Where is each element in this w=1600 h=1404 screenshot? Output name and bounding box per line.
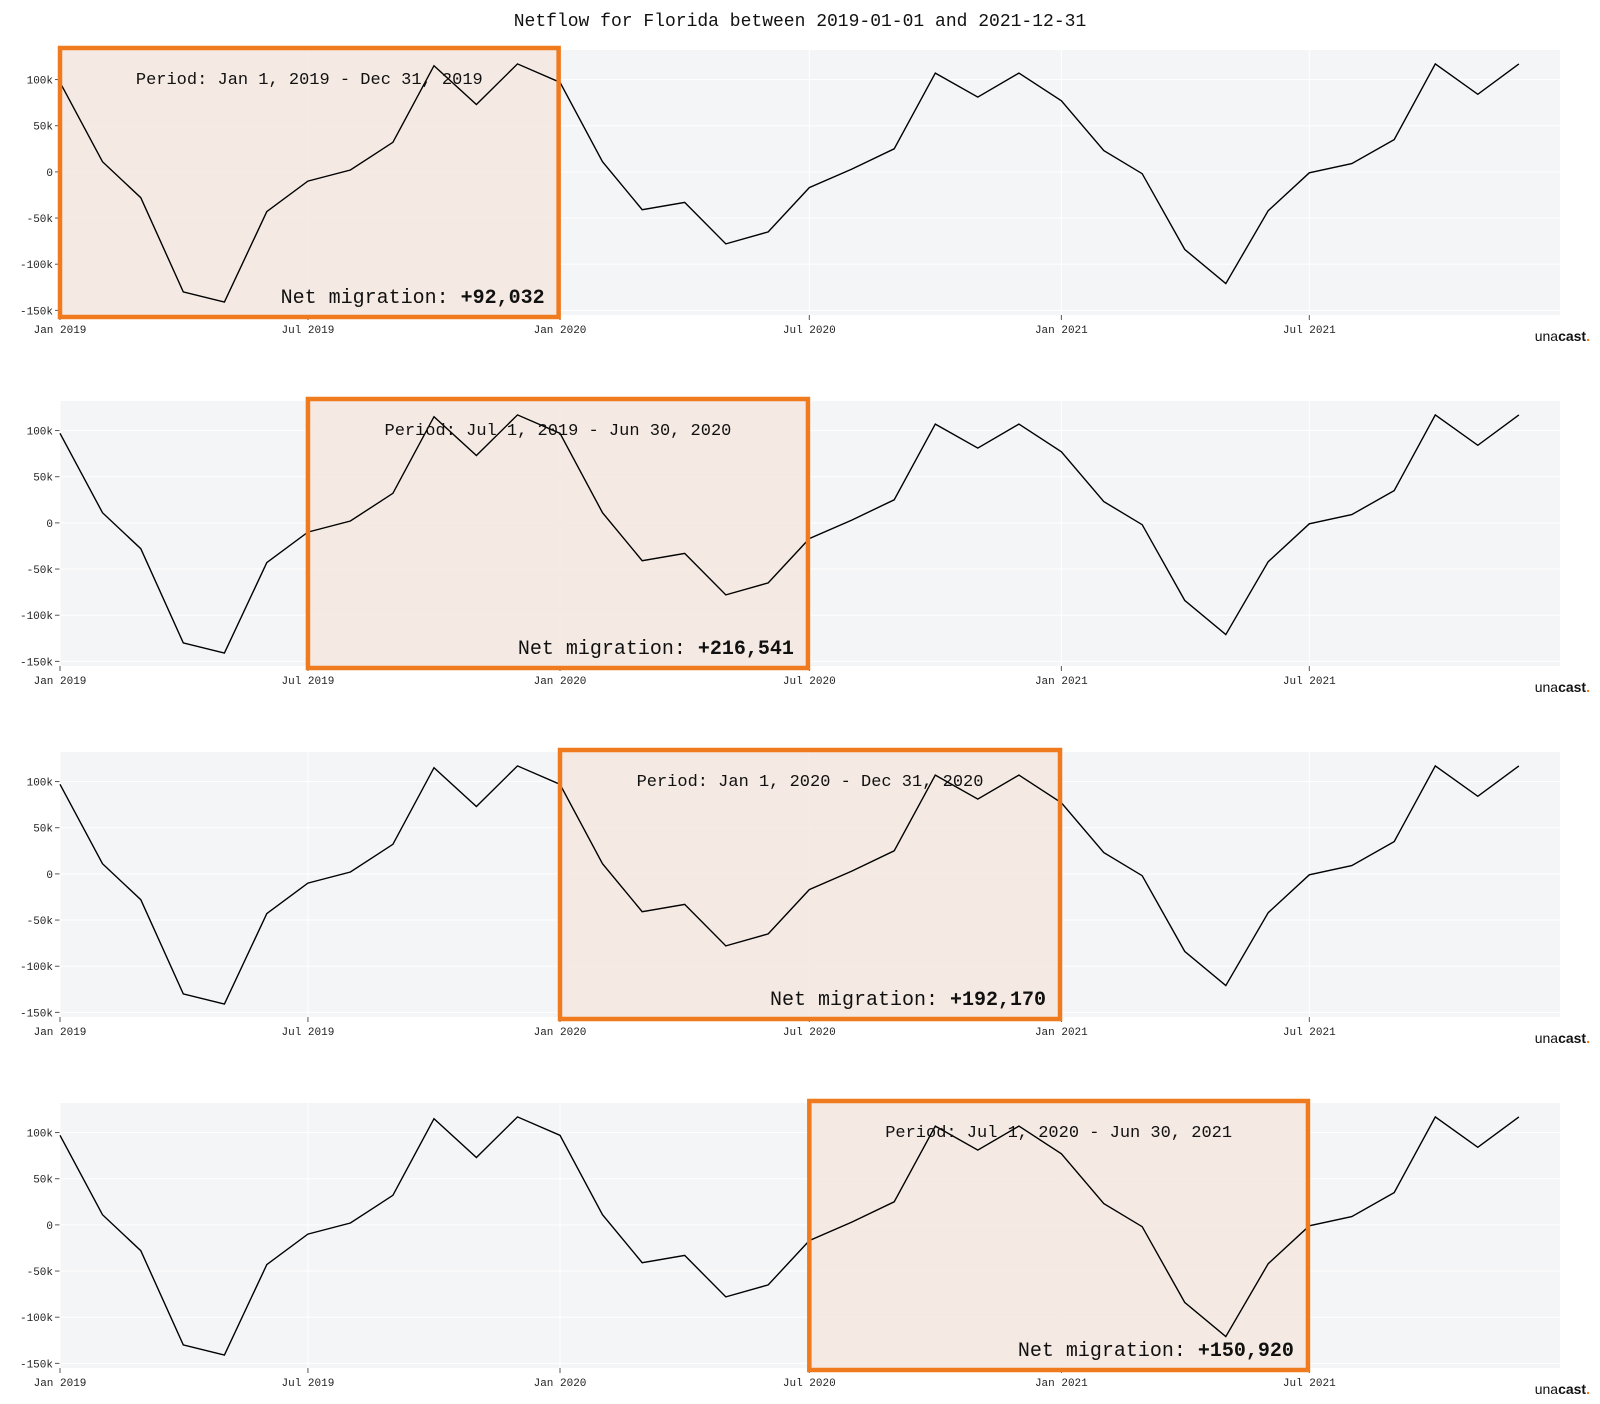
x-tick-label: Jan 2021: [1035, 325, 1088, 337]
y-tick-label: -150k: [20, 1008, 53, 1020]
x-tick-label: Jul 2020: [783, 325, 836, 337]
x-tick-label: Jul 2020: [783, 1378, 836, 1390]
net-migration-value: +150,920: [1198, 1340, 1294, 1363]
y-tick-label: 100k: [27, 76, 54, 88]
y-tick-label: -50k: [27, 1267, 54, 1279]
x-tick-label: Jan 2021: [1035, 1027, 1088, 1039]
logo-dot: .: [1586, 1381, 1590, 1397]
chart-panel-1: 100k 50k 0 -50k -100k -150k Jan 2019 Jul 2019 Ja…: [20, 45, 1590, 344]
unacast-logo: unacast.: [1535, 328, 1590, 344]
logo-text-bold: cast: [1558, 1030, 1586, 1046]
highlight-border: [305, 396, 811, 671]
logo-text-main: una: [1535, 1030, 1559, 1046]
net-migration-label: Net migration: +92,032: [281, 287, 545, 310]
x-tick-label: Jul 2019: [282, 1027, 335, 1039]
x-tick-label: Jan 2019: [34, 325, 87, 337]
x-tick-label: Jul 2019: [282, 676, 335, 688]
x-tick-label: Jan 2019: [34, 1378, 87, 1390]
net-migration-value: +192,170: [950, 989, 1046, 1012]
x-tick-label: Jan 2021: [1035, 1378, 1088, 1390]
logo-dot: .: [1586, 328, 1590, 344]
chart-panel-3: 100k 50k 0 -50k -100k -150k Jan 2019 Jul 2019 Ja…: [20, 747, 1590, 1046]
y-tick-label: -100k: [20, 260, 53, 272]
y-tick-label: -100k: [20, 1313, 53, 1325]
x-tick-label: Jul 2021: [1283, 676, 1336, 688]
x-tick-label: Jul 2019: [282, 325, 335, 337]
highlight-region: [307, 399, 808, 668]
netflow-series-line: [59, 764, 1520, 1005]
net-migration-label: Net migration: +192,170: [770, 989, 1046, 1012]
net-migration-value: +92,032: [461, 287, 545, 310]
y-tick-label: 50k: [33, 1175, 53, 1187]
y-tick-label: 0: [46, 168, 53, 180]
x-tick-label: Jul 2021: [1283, 1027, 1336, 1039]
x-tick-label: Jan 2019: [34, 1027, 87, 1039]
y-tick-label: 0: [46, 1221, 53, 1233]
period-label: Period: Jul 1, 2019 - Jun 30, 2020: [385, 422, 732, 441]
period-label: Period: Jan 1, 2019 - Dec 31, 2019: [136, 71, 483, 90]
net-migration-label: Net migration: +150,920: [1018, 1340, 1294, 1363]
unacast-logo: unacast.: [1535, 1381, 1590, 1397]
y-tick-label: 50k: [33, 824, 53, 836]
logo-text-bold: cast: [1558, 328, 1586, 344]
x-tick-label: Jan 2021: [1035, 676, 1088, 688]
unacast-logo: unacast.: [1535, 1030, 1590, 1046]
highlight-border: [807, 1098, 1311, 1373]
net-migration-label: Net migration: +216,541: [518, 638, 794, 661]
y-tick-label: -150k: [20, 1359, 53, 1371]
highlight-border: [57, 45, 561, 320]
x-tick-label: Jan 2019: [34, 676, 87, 688]
figure-title: Netflow for Florida between 2019-01-01 a…: [514, 12, 1087, 32]
y-tick-label: 100k: [27, 1129, 54, 1141]
logo-text-main: una: [1535, 1381, 1559, 1397]
y-tick-label: -50k: [27, 916, 54, 928]
period-label: Period: Jul 1, 2020 - Jun 30, 2021: [885, 1124, 1232, 1143]
y-tick-label: -100k: [20, 962, 53, 974]
net-migration-prefix: Net migration:: [770, 989, 950, 1012]
net-migration-prefix: Net migration:: [518, 638, 698, 661]
y-tick-label: -150k: [20, 657, 53, 669]
y-tick-label: -150k: [20, 306, 53, 318]
y-tick-label: -50k: [27, 214, 54, 226]
netflow-series-line: [59, 413, 1520, 654]
net-migration-prefix: Net migration:: [1018, 1340, 1198, 1363]
highlight-region: [809, 1101, 1308, 1370]
chart-panel-4: 100k 50k 0 -50k -100k -150k Jan 2019 Jul 2019 Ja…: [20, 1098, 1590, 1397]
x-tick-label: Jul 2019: [282, 1378, 335, 1390]
logo-text-bold: cast: [1558, 679, 1586, 695]
x-tick-label: Jul 2021: [1283, 325, 1336, 337]
x-tick-label: Jan 2020: [534, 1027, 587, 1039]
y-tick-label: 100k: [27, 427, 54, 439]
y-tick-label: -100k: [20, 611, 53, 623]
net-migration-value: +216,541: [698, 638, 794, 661]
logo-text-bold: cast: [1558, 1381, 1586, 1397]
net-migration-prefix: Net migration:: [281, 287, 461, 310]
y-tick-label: 50k: [33, 473, 53, 485]
x-tick-label: Jul 2021: [1283, 1378, 1336, 1390]
y-tick-label: 50k: [33, 122, 53, 134]
logo-text-main: una: [1535, 679, 1559, 695]
y-tick-label: -50k: [27, 565, 54, 577]
highlight-region: [560, 750, 1060, 1019]
logo-dot: .: [1586, 679, 1590, 695]
netflow-series-line: [59, 1115, 1520, 1356]
x-tick-label: Jul 2020: [783, 676, 836, 688]
unacast-logo: unacast.: [1535, 679, 1590, 695]
period-label: Period: Jan 1, 2020 - Dec 31, 2020: [637, 773, 984, 792]
y-tick-label: 0: [46, 519, 53, 531]
chart-panel-2: 100k 50k 0 -50k -100k -150k Jan 2019 Jul 2019 Ja…: [20, 396, 1590, 695]
y-tick-label: 0: [46, 870, 53, 882]
logo-text-main: una: [1535, 328, 1559, 344]
logo-dot: .: [1586, 1030, 1590, 1046]
x-tick-label: Jul 2020: [783, 1027, 836, 1039]
x-tick-label: Jan 2020: [534, 1378, 587, 1390]
x-tick-label: Jan 2020: [534, 325, 587, 337]
highlight-border: [557, 747, 1063, 1022]
x-tick-label: Jan 2020: [534, 676, 587, 688]
netflow-series-line: [59, 62, 1520, 303]
highlight-region: [60, 48, 559, 317]
y-tick-label: 100k: [27, 778, 54, 790]
